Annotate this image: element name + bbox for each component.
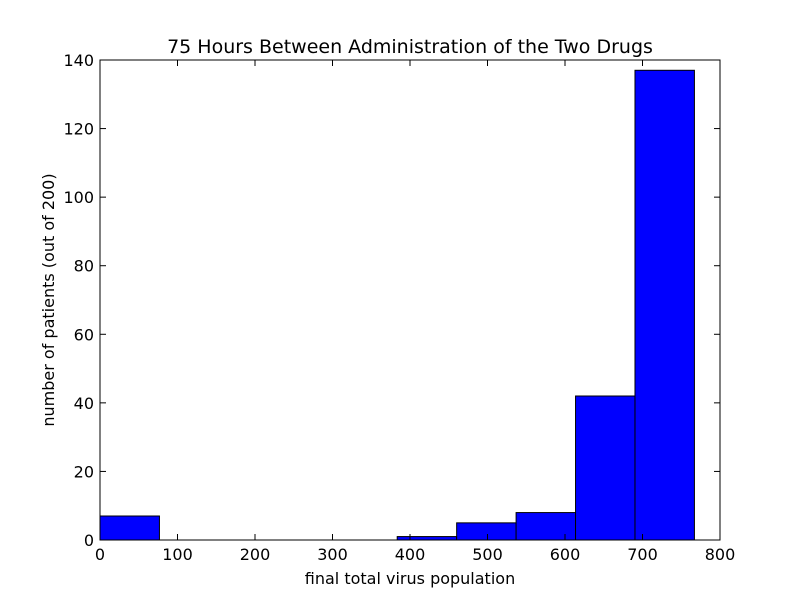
x-tick-label-700: 700 [627, 545, 658, 564]
x-axis-label: final total virus population [305, 569, 515, 588]
x-tick-label-800: 800 [705, 545, 736, 564]
bars-group [99, 69, 695, 541]
histogram-bar-9 [634, 69, 695, 541]
x-tick-label-500: 500 [472, 545, 503, 564]
histogram-bar-5 [396, 536, 458, 541]
histogram-bar-7 [515, 512, 577, 541]
x-tick-label-0: 0 [95, 545, 105, 564]
y-axis-label: number of patients (out of 200) [39, 173, 58, 426]
x-tick-label-400: 400 [395, 545, 426, 564]
y-tick-label-120: 120 [63, 120, 94, 139]
x-tick-label-100: 100 [162, 545, 193, 564]
histogram-bar-0 [99, 515, 160, 541]
histogram-bar-6 [456, 522, 517, 541]
x-tick-label-600: 600 [550, 545, 581, 564]
plot-frame [99, 59, 721, 541]
chart-title: 75 Hours Between Administration of the T… [167, 36, 653, 58]
y-tick-label-40: 40 [74, 394, 94, 413]
ticks-group: 0 100 200 300 400 500 600 700 800 0 20 40 60 80 100 120… [63, 51, 735, 564]
x-tick-label-200: 200 [240, 545, 271, 564]
histogram-bar-8 [575, 395, 636, 541]
y-tick-label-20: 20 [74, 462, 94, 481]
y-tick-label-80: 80 [74, 257, 94, 276]
y-tick-label-140: 140 [63, 51, 94, 70]
y-tick-label-0: 0 [84, 531, 94, 550]
y-tick-label-100: 100 [63, 188, 94, 207]
x-tick-label-300: 300 [317, 545, 348, 564]
y-tick-label-60: 60 [74, 325, 94, 344]
